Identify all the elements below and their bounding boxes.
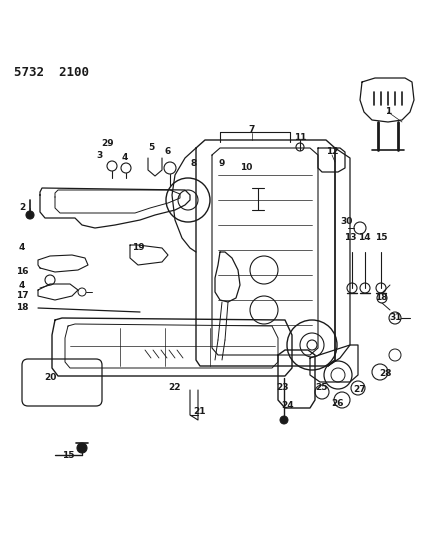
Text: 20: 20 bbox=[44, 374, 56, 383]
Text: 4: 4 bbox=[19, 281, 25, 290]
Text: 4: 4 bbox=[122, 154, 128, 163]
Circle shape bbox=[280, 416, 288, 424]
Text: 10: 10 bbox=[240, 164, 252, 173]
Text: 17: 17 bbox=[16, 292, 28, 301]
Text: 8: 8 bbox=[191, 158, 197, 167]
Text: 16: 16 bbox=[16, 268, 28, 277]
Text: 11: 11 bbox=[294, 133, 306, 142]
Text: 13: 13 bbox=[344, 233, 356, 243]
Text: 18: 18 bbox=[375, 294, 387, 303]
Text: 18: 18 bbox=[16, 303, 28, 312]
Text: 24: 24 bbox=[282, 401, 294, 410]
Text: 23: 23 bbox=[277, 384, 289, 392]
Text: 1: 1 bbox=[385, 108, 391, 117]
Text: 30: 30 bbox=[341, 217, 353, 227]
Text: 2: 2 bbox=[19, 204, 25, 213]
Text: 27: 27 bbox=[354, 385, 366, 394]
Circle shape bbox=[26, 211, 34, 219]
Text: 22: 22 bbox=[169, 384, 181, 392]
Text: 6: 6 bbox=[165, 148, 171, 157]
Text: 14: 14 bbox=[358, 233, 370, 243]
Text: 12: 12 bbox=[326, 148, 338, 157]
Text: 3: 3 bbox=[97, 150, 103, 159]
Text: 21: 21 bbox=[194, 408, 206, 416]
Text: 9: 9 bbox=[219, 158, 225, 167]
Text: 25: 25 bbox=[316, 384, 328, 392]
Text: 7: 7 bbox=[249, 125, 255, 134]
Text: 28: 28 bbox=[380, 369, 392, 378]
Text: 5732  2100: 5732 2100 bbox=[14, 66, 89, 78]
Text: 4: 4 bbox=[19, 244, 25, 253]
Text: 5: 5 bbox=[148, 142, 154, 151]
Text: 29: 29 bbox=[102, 140, 114, 149]
Text: 15: 15 bbox=[375, 233, 387, 243]
Text: 31: 31 bbox=[390, 313, 402, 322]
Circle shape bbox=[77, 443, 87, 453]
Text: 19: 19 bbox=[132, 244, 144, 253]
Text: 26: 26 bbox=[332, 400, 344, 408]
Text: 15: 15 bbox=[62, 451, 74, 461]
